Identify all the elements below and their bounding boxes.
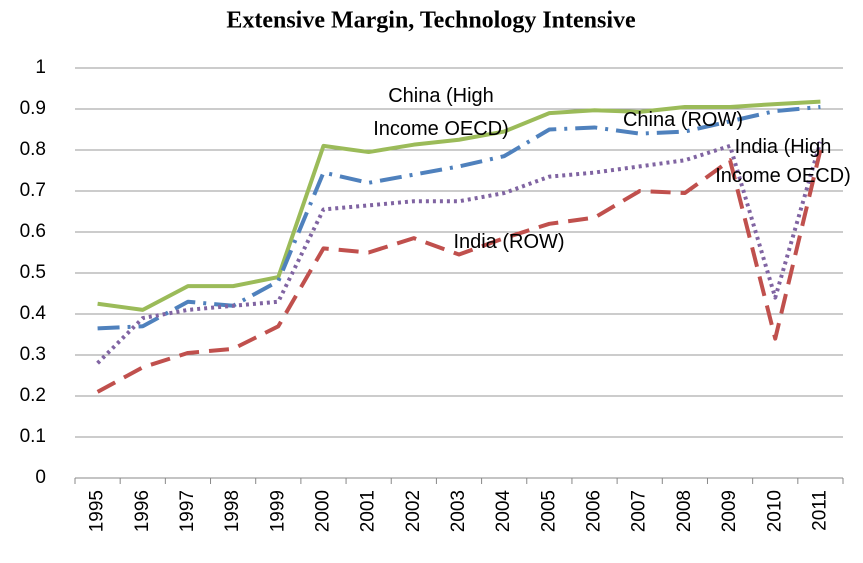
x-tick-label: 2010 <box>764 490 785 532</box>
x-tick-label: 2000 <box>312 490 333 532</box>
y-tick-label: 0.6 <box>20 221 46 242</box>
x-tick-label: 1999 <box>267 490 288 532</box>
annotation: China (High Income OECD) <box>373 85 509 140</box>
x-tick-label: 2008 <box>674 490 695 532</box>
x-tick-label: 2002 <box>403 490 424 532</box>
annotation: China (ROW) <box>622 109 743 131</box>
annotation: India (High Income OECD) <box>715 136 851 187</box>
x-tick-label: 2011 <box>809 490 830 531</box>
x-tick-label: 1998 <box>222 490 243 532</box>
x-tick-label: 2003 <box>448 490 469 532</box>
x-tick-label: 1995 <box>87 490 108 532</box>
annotation: India (ROW) <box>453 231 565 253</box>
y-tick-label: 1 <box>35 57 46 78</box>
y-tick-label: 0.1 <box>20 426 46 447</box>
x-tick-label: 2005 <box>538 490 559 532</box>
y-tick-label: 0.3 <box>20 344 46 365</box>
y-tick-label: 0.8 <box>20 139 46 160</box>
y-tick-label: 0 <box>35 467 46 488</box>
y-tick-label: 0.7 <box>20 180 46 201</box>
series-line <box>97 99 821 312</box>
x-tick-label: 2004 <box>493 490 514 533</box>
x-tick-label: 2001 <box>358 490 379 532</box>
x-tick-label: 1997 <box>177 490 198 532</box>
x-tick-label: 2009 <box>719 490 740 532</box>
x-tick-label: 2007 <box>629 490 650 532</box>
y-tick-label: 0.9 <box>20 98 46 119</box>
y-tick-label: 0.5 <box>20 262 46 283</box>
y-tick-label: 0.4 <box>20 303 47 324</box>
series-line <box>96 149 823 394</box>
x-tick-label: 1996 <box>132 490 153 532</box>
series-line <box>97 104 821 331</box>
chart-title: Extensive Margin, Technology Intensive <box>226 8 636 34</box>
y-tick-label: 0.2 <box>20 385 46 406</box>
x-tick-label: 2006 <box>584 490 605 532</box>
